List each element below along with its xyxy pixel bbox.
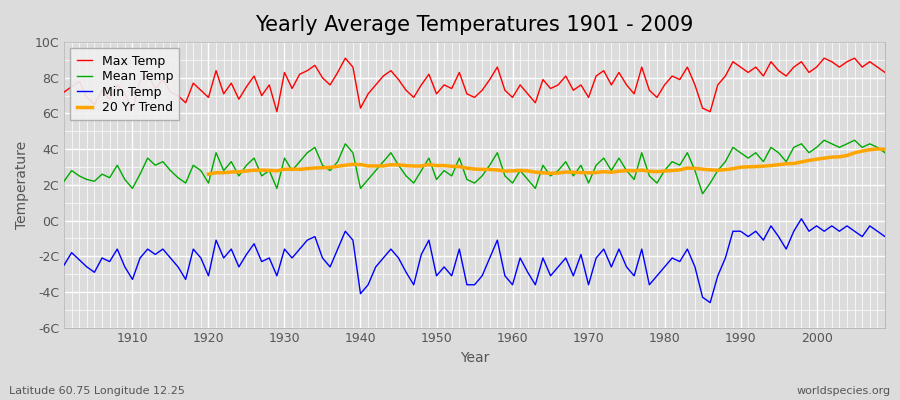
X-axis label: Year: Year xyxy=(460,351,490,365)
Line: 20 Yr Trend: 20 Yr Trend xyxy=(209,149,885,174)
Mean Temp xyxy=(507,181,517,186)
20 Yr Trend xyxy=(879,147,890,152)
Line: Max Temp: Max Temp xyxy=(64,58,885,112)
Min Temp xyxy=(332,247,343,252)
Line: Min Temp: Min Temp xyxy=(64,219,885,303)
Text: worldspecies.org: worldspecies.org xyxy=(796,386,891,396)
Max Temp xyxy=(347,65,358,70)
20 Yr Trend xyxy=(598,169,609,174)
Mean Temp xyxy=(819,138,830,143)
Min Temp xyxy=(120,264,130,269)
Mean Temp xyxy=(598,156,609,160)
Mean Temp xyxy=(120,177,130,182)
20 Yr Trend xyxy=(507,168,517,173)
Min Temp xyxy=(287,256,298,260)
Title: Yearly Average Temperatures 1901 - 2009: Yearly Average Temperatures 1901 - 2009 xyxy=(256,15,694,35)
Max Temp xyxy=(515,82,526,87)
Max Temp xyxy=(614,70,625,75)
Max Temp xyxy=(272,109,283,114)
Max Temp xyxy=(120,92,130,96)
Mean Temp xyxy=(698,191,708,196)
Max Temp xyxy=(294,72,305,77)
Min Temp xyxy=(598,247,609,252)
Max Temp xyxy=(340,56,351,60)
Max Temp xyxy=(879,70,890,75)
Min Temp xyxy=(507,282,517,287)
Max Temp xyxy=(522,92,533,96)
Y-axis label: Temperature: Temperature xyxy=(15,141,29,229)
20 Yr Trend xyxy=(332,164,343,169)
Mean Temp xyxy=(332,159,343,164)
Line: Mean Temp: Mean Temp xyxy=(64,140,885,194)
Min Temp xyxy=(705,300,716,305)
Legend: Max Temp, Mean Temp, Min Temp, 20 Yr Trend: Max Temp, Mean Temp, Min Temp, 20 Yr Tre… xyxy=(70,48,179,120)
Mean Temp xyxy=(58,179,69,184)
20 Yr Trend xyxy=(500,169,510,174)
20 Yr Trend xyxy=(287,167,298,172)
Mean Temp xyxy=(500,174,510,178)
Mean Temp xyxy=(879,150,890,155)
Max Temp xyxy=(58,90,69,94)
Min Temp xyxy=(796,216,806,221)
Min Temp xyxy=(500,274,510,278)
Min Temp xyxy=(879,234,890,239)
Min Temp xyxy=(58,263,69,268)
Text: Latitude 60.75 Longitude 12.25: Latitude 60.75 Longitude 12.25 xyxy=(9,386,184,396)
Mean Temp xyxy=(287,168,298,173)
